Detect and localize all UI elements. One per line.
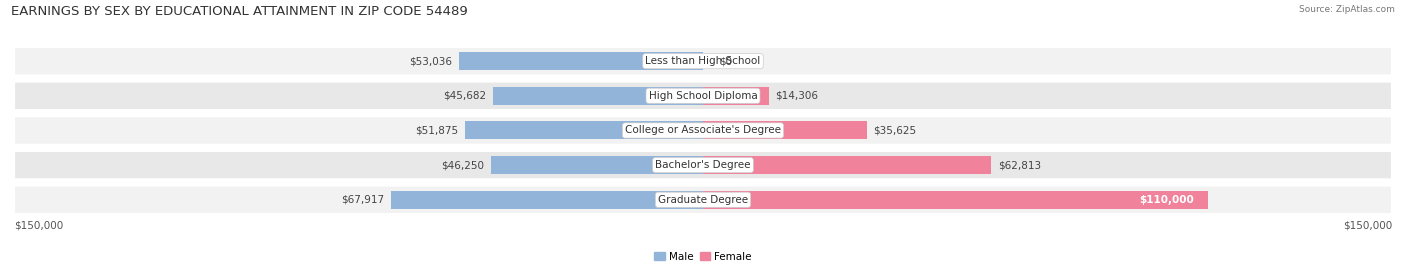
FancyBboxPatch shape xyxy=(14,82,1392,110)
Text: Source: ZipAtlas.com: Source: ZipAtlas.com xyxy=(1299,5,1395,14)
Text: Graduate Degree: Graduate Degree xyxy=(658,195,748,205)
Bar xyxy=(491,156,703,174)
Text: $45,682: $45,682 xyxy=(443,91,486,101)
FancyBboxPatch shape xyxy=(14,116,1392,145)
Text: EARNINGS BY SEX BY EDUCATIONAL ATTAINMENT IN ZIP CODE 54489: EARNINGS BY SEX BY EDUCATIONAL ATTAINMEN… xyxy=(11,5,468,18)
Text: $0: $0 xyxy=(718,56,733,66)
Text: $62,813: $62,813 xyxy=(998,160,1042,170)
Text: Bachelor's Degree: Bachelor's Degree xyxy=(655,160,751,170)
Text: $67,917: $67,917 xyxy=(342,195,384,205)
Bar xyxy=(465,121,703,139)
Text: $46,250: $46,250 xyxy=(440,160,484,170)
Text: $53,036: $53,036 xyxy=(409,56,453,66)
Text: $150,000: $150,000 xyxy=(14,221,63,231)
Text: $150,000: $150,000 xyxy=(1343,221,1392,231)
Bar xyxy=(703,121,866,139)
Text: $35,625: $35,625 xyxy=(873,125,917,136)
Bar xyxy=(703,191,1208,209)
Text: College or Associate's Degree: College or Associate's Degree xyxy=(626,125,780,136)
Text: High School Diploma: High School Diploma xyxy=(648,91,758,101)
Bar xyxy=(703,156,991,174)
Legend: Male, Female: Male, Female xyxy=(650,247,756,266)
Bar xyxy=(391,191,703,209)
Bar xyxy=(494,87,703,105)
FancyBboxPatch shape xyxy=(14,47,1392,75)
FancyBboxPatch shape xyxy=(14,151,1392,179)
Bar xyxy=(460,52,703,70)
Text: $110,000: $110,000 xyxy=(1140,195,1195,205)
Text: Less than High School: Less than High School xyxy=(645,56,761,66)
Bar xyxy=(703,87,769,105)
Text: $14,306: $14,306 xyxy=(776,91,818,101)
Text: $51,875: $51,875 xyxy=(415,125,458,136)
FancyBboxPatch shape xyxy=(14,186,1392,214)
